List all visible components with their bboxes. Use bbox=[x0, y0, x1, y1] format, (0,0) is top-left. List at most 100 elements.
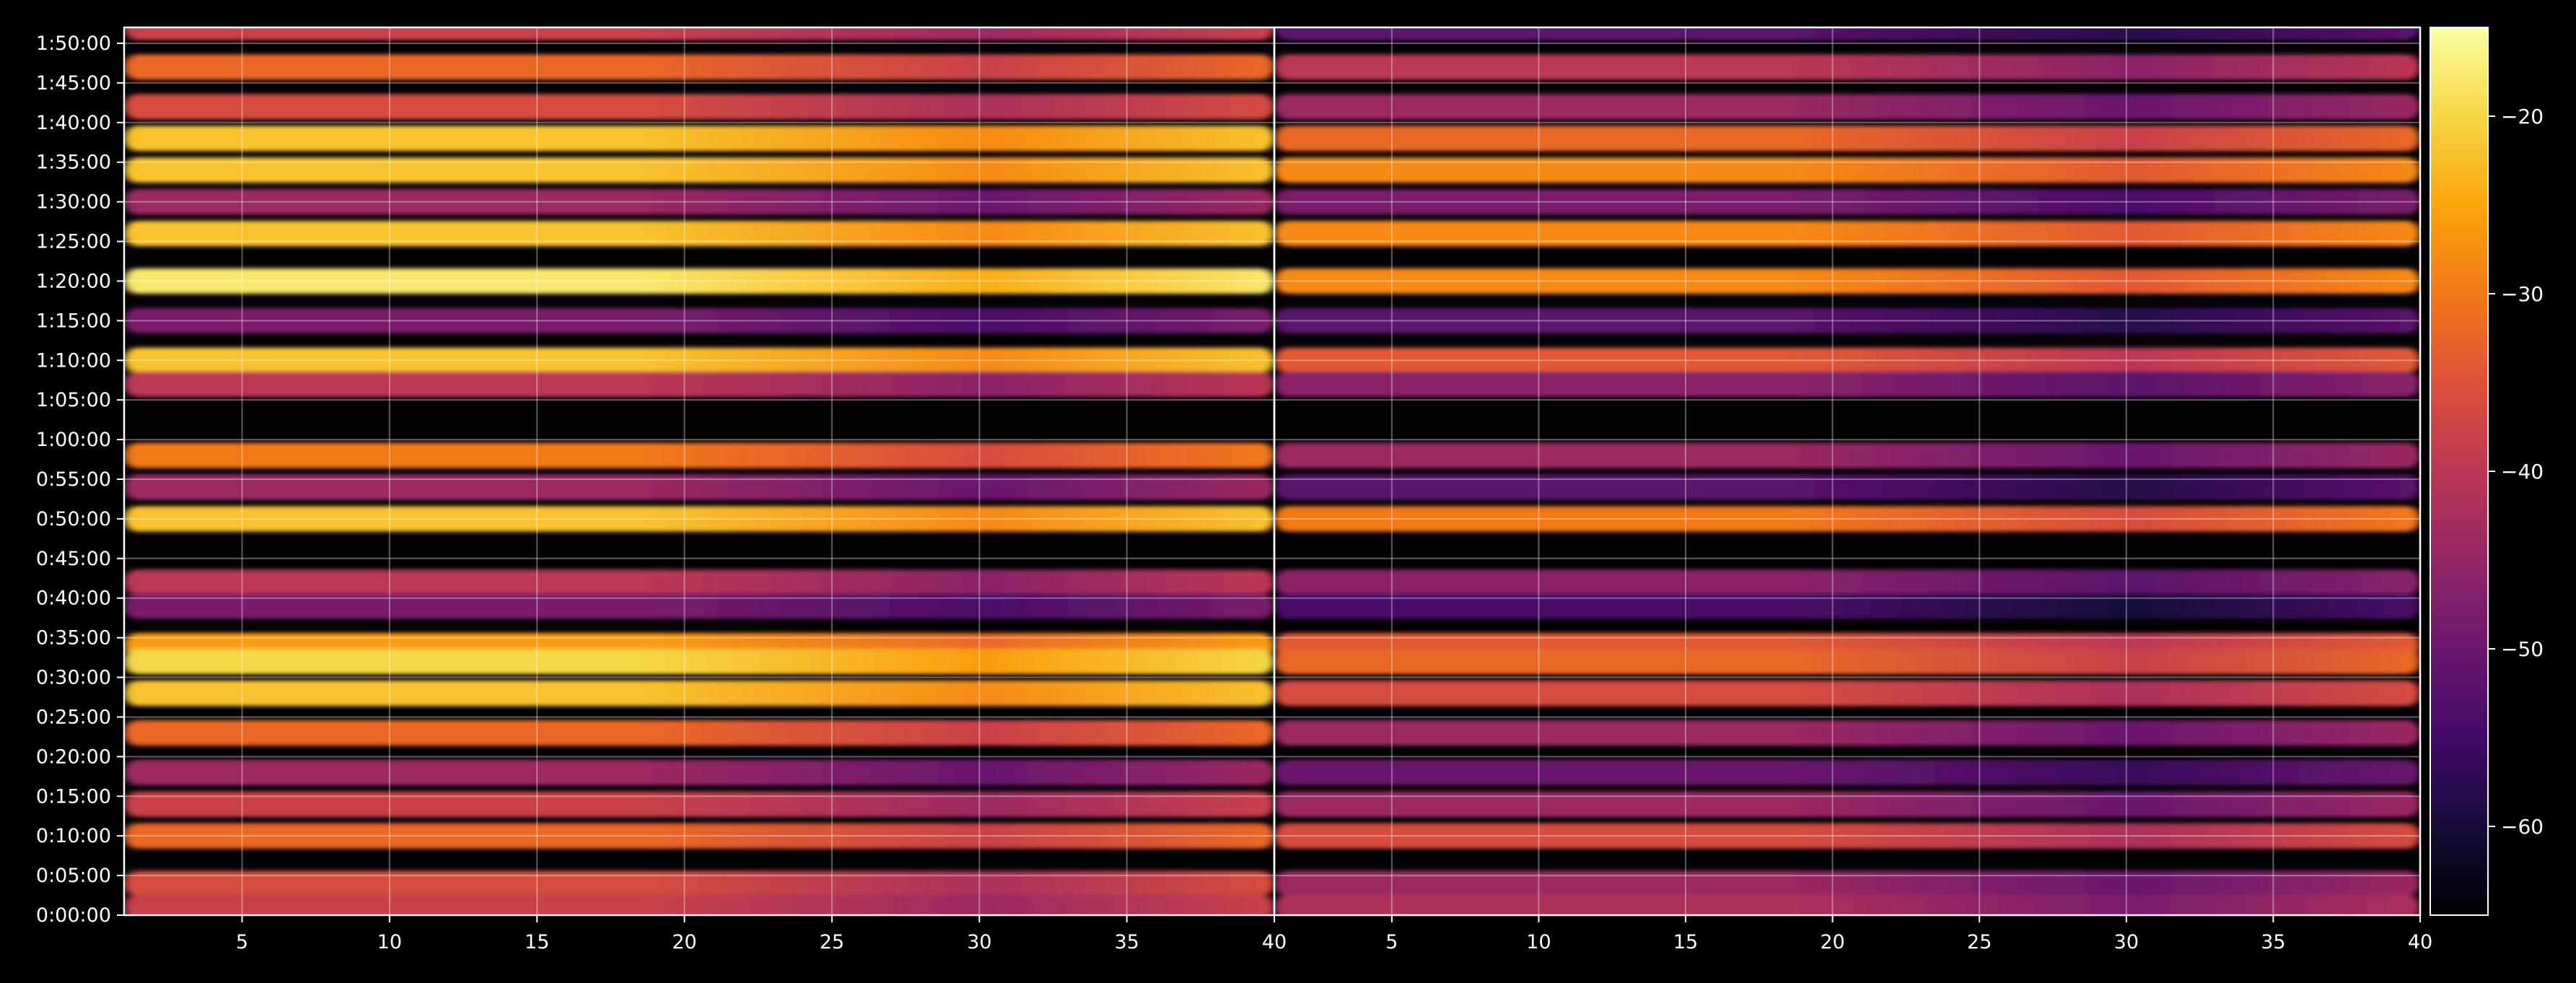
x-tick-label: 5 bbox=[1385, 931, 1398, 953]
x-tick-label: 25 bbox=[820, 931, 844, 953]
heat-band bbox=[124, 157, 1274, 183]
heat-band bbox=[1274, 371, 2420, 397]
x-tick-label: 5 bbox=[236, 931, 248, 953]
heat-band bbox=[124, 54, 1274, 80]
x-tick-label: 25 bbox=[1967, 931, 1992, 953]
heat-band bbox=[1274, 791, 2420, 817]
heat-band bbox=[124, 593, 1274, 619]
heat-band bbox=[1274, 506, 2420, 532]
heat-band bbox=[1274, 759, 2420, 785]
y-tick-label: 0:35:00 bbox=[36, 627, 111, 650]
y-tick-label: 0:20:00 bbox=[36, 746, 111, 768]
heat-band bbox=[124, 759, 1274, 785]
heat-band bbox=[1274, 347, 2420, 373]
heat-band bbox=[1274, 54, 2420, 80]
heat-band bbox=[1274, 126, 2420, 152]
y-tick-label: 1:10:00 bbox=[36, 349, 111, 372]
y-tick-label: 0:15:00 bbox=[36, 785, 111, 808]
heat-band bbox=[124, 307, 1274, 333]
x-axis: 5 10 15 20 25 30 35 40 5 10 15 20 25 30 35 40 bbox=[236, 915, 2432, 953]
y-tick-label: 0:25:00 bbox=[36, 706, 111, 728]
heat-band bbox=[124, 94, 1274, 120]
y-tick-label: 1:40:00 bbox=[36, 112, 111, 134]
y-axis: 0:00:00 0:05:00 0:10:00 0:15:00 0:20:00 0:25:… bbox=[36, 32, 124, 927]
y-tick-label: 0:50:00 bbox=[36, 508, 111, 530]
colorbar-tick-label: −50 bbox=[2501, 637, 2544, 661]
x-tick-label: 20 bbox=[672, 931, 696, 953]
heat-band bbox=[124, 268, 1274, 294]
x-tick-label: 10 bbox=[1526, 931, 1551, 953]
heat-band bbox=[1274, 593, 2420, 619]
heat-band bbox=[124, 442, 1274, 468]
heat-band bbox=[1274, 27, 2420, 40]
x-tick-label: 15 bbox=[1673, 931, 1698, 953]
heat-band bbox=[124, 371, 1274, 397]
heat-band bbox=[1274, 823, 2420, 849]
heat-band bbox=[124, 474, 1274, 500]
colorbar-tick-label: −40 bbox=[2501, 460, 2544, 484]
heat-band bbox=[1274, 157, 2420, 183]
colorbar-tick-label: −60 bbox=[2501, 815, 2544, 839]
heat-band bbox=[1274, 680, 2420, 707]
y-tick-label: 1:15:00 bbox=[36, 310, 111, 332]
colorbar: −20 −30 −40 −50 −60 bbox=[2430, 27, 2544, 916]
heat-band bbox=[1274, 94, 2420, 120]
y-tick-label: 0:05:00 bbox=[36, 865, 111, 887]
heatmap-panel-left bbox=[124, 27, 1274, 915]
heat-band bbox=[124, 680, 1274, 707]
heat-band bbox=[1274, 569, 2420, 595]
heat-band bbox=[1274, 474, 2420, 500]
y-tick-label: 0:00:00 bbox=[36, 904, 111, 927]
heat-band bbox=[1274, 220, 2420, 247]
heat-band bbox=[124, 506, 1274, 532]
y-tick-label: 1:35:00 bbox=[36, 152, 111, 174]
heat-band bbox=[124, 126, 1274, 152]
x-tick-label: 30 bbox=[967, 931, 991, 953]
heat-band bbox=[124, 823, 1274, 849]
x-tick-label: 40 bbox=[2408, 931, 2432, 953]
x-tick-label: 30 bbox=[2114, 931, 2139, 953]
heat-band bbox=[1274, 894, 2420, 915]
y-tick-label: 0:30:00 bbox=[36, 667, 111, 689]
y-tick-label: 0:40:00 bbox=[36, 587, 111, 610]
y-tick-label: 1:25:00 bbox=[36, 231, 111, 253]
heat-band bbox=[124, 649, 1274, 675]
y-tick-label: 0:45:00 bbox=[36, 548, 111, 570]
heat-band bbox=[1274, 268, 2420, 294]
axes-frame bbox=[1273, 26, 2422, 917]
heat-band bbox=[124, 720, 1274, 746]
x-tick-label: 40 bbox=[1262, 931, 1287, 953]
heat-band bbox=[124, 569, 1274, 595]
x-tick-label: 20 bbox=[1820, 931, 1844, 953]
y-tick-label: 1:50:00 bbox=[36, 32, 111, 55]
y-tick-label: 0:55:00 bbox=[36, 468, 111, 491]
y-tick-label: 1:30:00 bbox=[36, 191, 111, 214]
y-tick-label: 1:20:00 bbox=[36, 270, 111, 292]
heat-band bbox=[124, 27, 1274, 40]
x-tick-label: 35 bbox=[2261, 931, 2285, 953]
x-tick-label: 35 bbox=[1114, 931, 1139, 953]
y-tick-label: 1:05:00 bbox=[36, 389, 111, 411]
colorbar-tick-label: −30 bbox=[2501, 282, 2544, 306]
colorbar-gradient bbox=[2430, 27, 2489, 916]
heat-band bbox=[124, 894, 1274, 915]
heat-band bbox=[1274, 189, 2420, 215]
heat-band bbox=[124, 870, 1274, 896]
heat-band bbox=[1274, 870, 2420, 896]
x-tick-label: 10 bbox=[377, 931, 402, 953]
y-tick-label: 1:45:00 bbox=[36, 72, 111, 95]
y-tick-label: 0:10:00 bbox=[36, 825, 111, 847]
heat-band bbox=[1274, 649, 2420, 675]
x-tick-label: 15 bbox=[525, 931, 549, 953]
heat-band bbox=[124, 189, 1274, 215]
heat-band bbox=[124, 791, 1274, 817]
y-tick-label: 1:00:00 bbox=[36, 429, 111, 451]
heat-band bbox=[1274, 442, 2420, 468]
heat-band bbox=[1274, 307, 2420, 333]
heatmap-panel-right bbox=[1274, 27, 2420, 915]
axes-frames bbox=[123, 26, 2422, 917]
colorbar-tick-label: −20 bbox=[2501, 105, 2544, 128]
heat-band bbox=[124, 347, 1274, 373]
grid-lines bbox=[124, 27, 2421, 916]
